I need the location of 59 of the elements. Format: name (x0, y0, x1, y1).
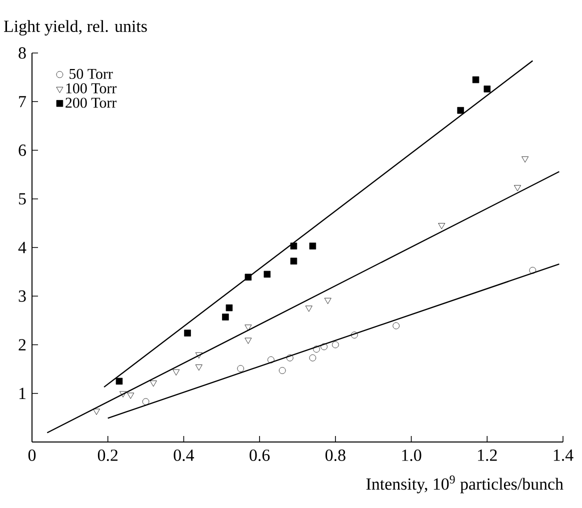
x-tick-label: 0.8 (325, 450, 346, 462)
y-axis-title: Light yield, rel. units (4, 20, 147, 36)
y-tick-label: 8 (18, 47, 26, 59)
point (244, 324, 252, 331)
y-tick-label: 4 (18, 242, 26, 254)
point (226, 304, 233, 312)
point (324, 298, 332, 304)
x-tick-label: 1.0 (402, 450, 422, 462)
point (244, 274, 252, 281)
point (309, 354, 316, 362)
legend-label: 50 Torr (70, 68, 113, 79)
y-tick-label: 3 (18, 290, 26, 302)
point (93, 408, 100, 415)
point (392, 322, 400, 330)
point (290, 258, 298, 265)
x-tick-label: 0 (28, 450, 36, 461)
point (268, 356, 274, 364)
point (120, 391, 127, 398)
point (351, 332, 358, 338)
point (313, 346, 320, 353)
y-tick-label: 7 (19, 96, 26, 108)
point (150, 380, 157, 387)
point (286, 354, 294, 362)
x-tick-label: 0.4 (174, 450, 194, 462)
point (438, 223, 446, 230)
point (290, 242, 298, 250)
point (222, 314, 229, 320)
point (332, 341, 339, 348)
y-tick-label: 6 (18, 144, 26, 156)
y-tick-label: 5 (18, 193, 26, 205)
point (195, 364, 202, 371)
point (522, 156, 529, 163)
point (184, 330, 191, 336)
point (278, 367, 286, 374)
point (244, 338, 252, 344)
x-tick-label: 1.4 (554, 450, 574, 461)
point (472, 76, 480, 84)
point (457, 106, 464, 114)
x-axis-title: Intensity, 10$^{9}$ particles/bunch (366, 476, 564, 494)
point (127, 392, 134, 399)
point (305, 306, 312, 312)
x-tick-label: 0.6 (250, 450, 270, 462)
point (264, 270, 271, 278)
point (116, 378, 123, 385)
point (172, 369, 180, 376)
point (320, 343, 328, 350)
point (142, 398, 150, 406)
point (514, 185, 521, 192)
point (309, 242, 316, 250)
legend-label: 100 Torr (66, 83, 117, 94)
legend-label: 200 Torr (66, 98, 117, 108)
x-tick-label: 1.2 (478, 450, 497, 461)
point (529, 266, 536, 274)
y-tick-label: 1 (19, 388, 26, 399)
point (484, 86, 491, 92)
x-tick-label: 0.2 (98, 450, 118, 462)
y-tick-label: 2 (18, 339, 26, 350)
point (195, 352, 202, 358)
point (237, 365, 244, 372)
